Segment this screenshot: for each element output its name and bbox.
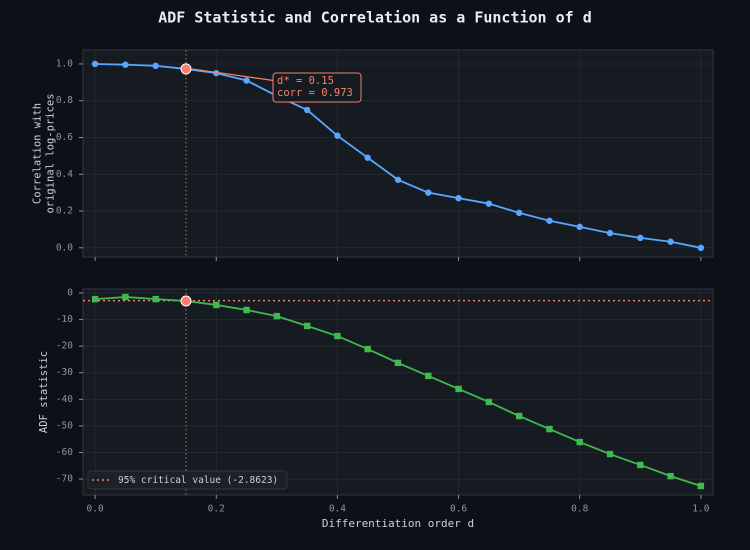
marker (576, 438, 583, 446)
marker (455, 385, 462, 393)
marker (546, 425, 553, 433)
marker (364, 345, 371, 353)
marker (485, 200, 493, 207)
figure-title: ADF Statistic and Correlation as a Funct… (158, 9, 591, 27)
marker (122, 293, 129, 301)
y-tick-label: 0.2 (56, 206, 73, 217)
y-tick-label: 0.4 (56, 169, 73, 180)
marker (213, 301, 220, 309)
marker (303, 322, 311, 330)
marker (606, 450, 614, 458)
y-tick-label: -30 (56, 367, 73, 378)
marker (606, 229, 614, 237)
x-axis-label: Differentiation order d (322, 517, 474, 530)
y-axis-label: original log-prices (45, 93, 57, 213)
x-tick-label: 0.2 (208, 504, 225, 515)
marker (485, 398, 493, 406)
marker (303, 106, 311, 114)
annotation-box (272, 72, 362, 103)
annotation-text: corr = 0.973 (277, 87, 353, 99)
y-tick-label: 1.0 (56, 58, 73, 69)
y-tick-label: 0 (67, 287, 73, 298)
x-tick-label: 0.4 (329, 504, 346, 515)
marker (122, 61, 129, 68)
marker (152, 62, 159, 70)
x-tick-label: 0.6 (450, 504, 467, 515)
marker (697, 244, 705, 252)
y-tick-label: 0.8 (56, 95, 73, 106)
y-tick-label: -50 (56, 420, 73, 431)
marker (364, 154, 371, 161)
marker (637, 234, 644, 242)
marker (243, 77, 250, 84)
marker (425, 189, 432, 196)
marker (425, 372, 432, 380)
highlight-marker (180, 63, 192, 75)
marker (334, 132, 341, 139)
annotation-arrow (191, 68, 278, 82)
marker (515, 412, 523, 420)
annotation-text: d* = 0.15 (277, 75, 334, 87)
marker (455, 194, 462, 202)
marker (546, 217, 553, 224)
y-axis-label: ADF statistic (38, 351, 50, 433)
y-tick-label: 0.6 (56, 132, 73, 143)
y-axis-label: Correlation with (32, 103, 44, 204)
x-tick-label: 0.8 (571, 504, 588, 515)
y-tick-label: -60 (56, 447, 73, 458)
marker (394, 359, 402, 367)
marker (91, 295, 99, 303)
legend-label: 95% critical value (-2.8623) (118, 475, 278, 486)
marker (243, 306, 250, 314)
marker (667, 472, 674, 480)
highlight-marker (180, 295, 192, 307)
marker (152, 295, 159, 303)
y-tick-label: 0.0 (56, 242, 73, 253)
marker (273, 312, 281, 320)
y-tick-label: -20 (56, 341, 73, 352)
marker (91, 60, 99, 68)
marker (667, 238, 674, 245)
marker (394, 176, 402, 183)
y-tick-label: -10 (56, 314, 73, 325)
legend-box (87, 470, 288, 490)
x-tick-label: 1.0 (692, 504, 709, 515)
plot-area (82, 49, 714, 258)
marker (334, 332, 341, 340)
x-tick-label: 0.0 (87, 504, 104, 515)
marker (697, 482, 705, 490)
y-tick-label: -40 (56, 394, 73, 405)
marker (515, 209, 523, 217)
marker (637, 461, 644, 469)
y-tick-label: -70 (56, 474, 73, 485)
marker (576, 223, 583, 231)
plot-area (82, 288, 714, 496)
